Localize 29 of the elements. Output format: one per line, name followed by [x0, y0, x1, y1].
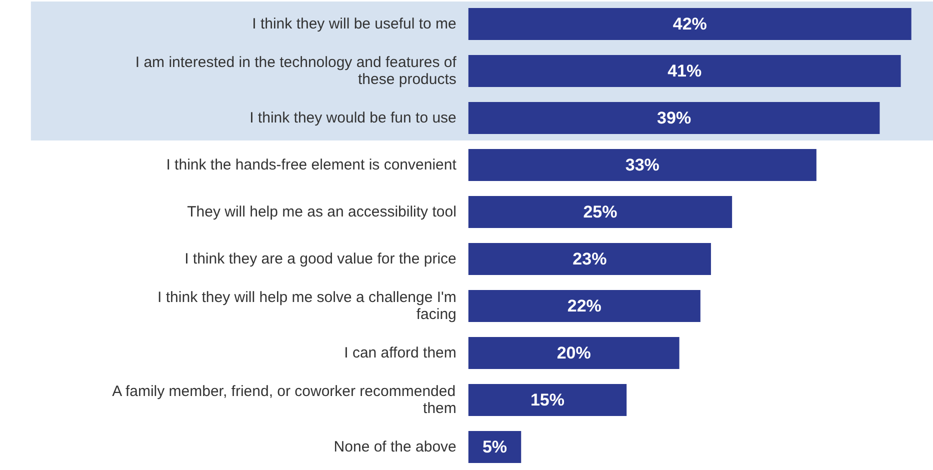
bar — [468, 337, 680, 369]
y-tick-label: I can afford them — [344, 344, 456, 362]
bar — [468, 55, 901, 87]
data-label: 33% — [625, 156, 660, 174]
y-tick-label: They will help me as an accessibility tool — [187, 204, 456, 220]
y-tick-label: I think the hands-free element is convenient — [166, 156, 458, 174]
bar — [468, 102, 880, 134]
data-label: 42% — [672, 14, 707, 34]
data-label: 25% — [583, 202, 618, 222]
bar — [468, 196, 732, 228]
data-label: 15% — [530, 390, 565, 410]
bar — [468, 149, 816, 181]
y-tick-label: None of the above — [334, 438, 456, 456]
y-tick-label: I think they will help me solve a challenge I'm facing — [158, 289, 456, 323]
data-label: 41% — [668, 62, 702, 80]
data-label: 20% — [556, 344, 591, 362]
y-tick-label: I think they are a good value for the price — [184, 250, 456, 268]
data-label: 5% — [482, 438, 508, 456]
bar — [468, 8, 912, 40]
y-tick-label: A family member, friend, or coworker recommended them — [112, 383, 456, 417]
bar — [468, 290, 700, 322]
bar — [468, 243, 711, 275]
data-label: 39% — [657, 108, 692, 128]
data-label: 23% — [572, 250, 607, 268]
bar — [468, 384, 627, 416]
y-tick-label: I am interested in the technology and features of these products — [135, 54, 458, 88]
data-label: 22% — [567, 296, 602, 316]
y-tick-label: I think they will be useful to me — [252, 16, 456, 32]
y-tick-label: I think they would be fun to use — [250, 110, 456, 126]
